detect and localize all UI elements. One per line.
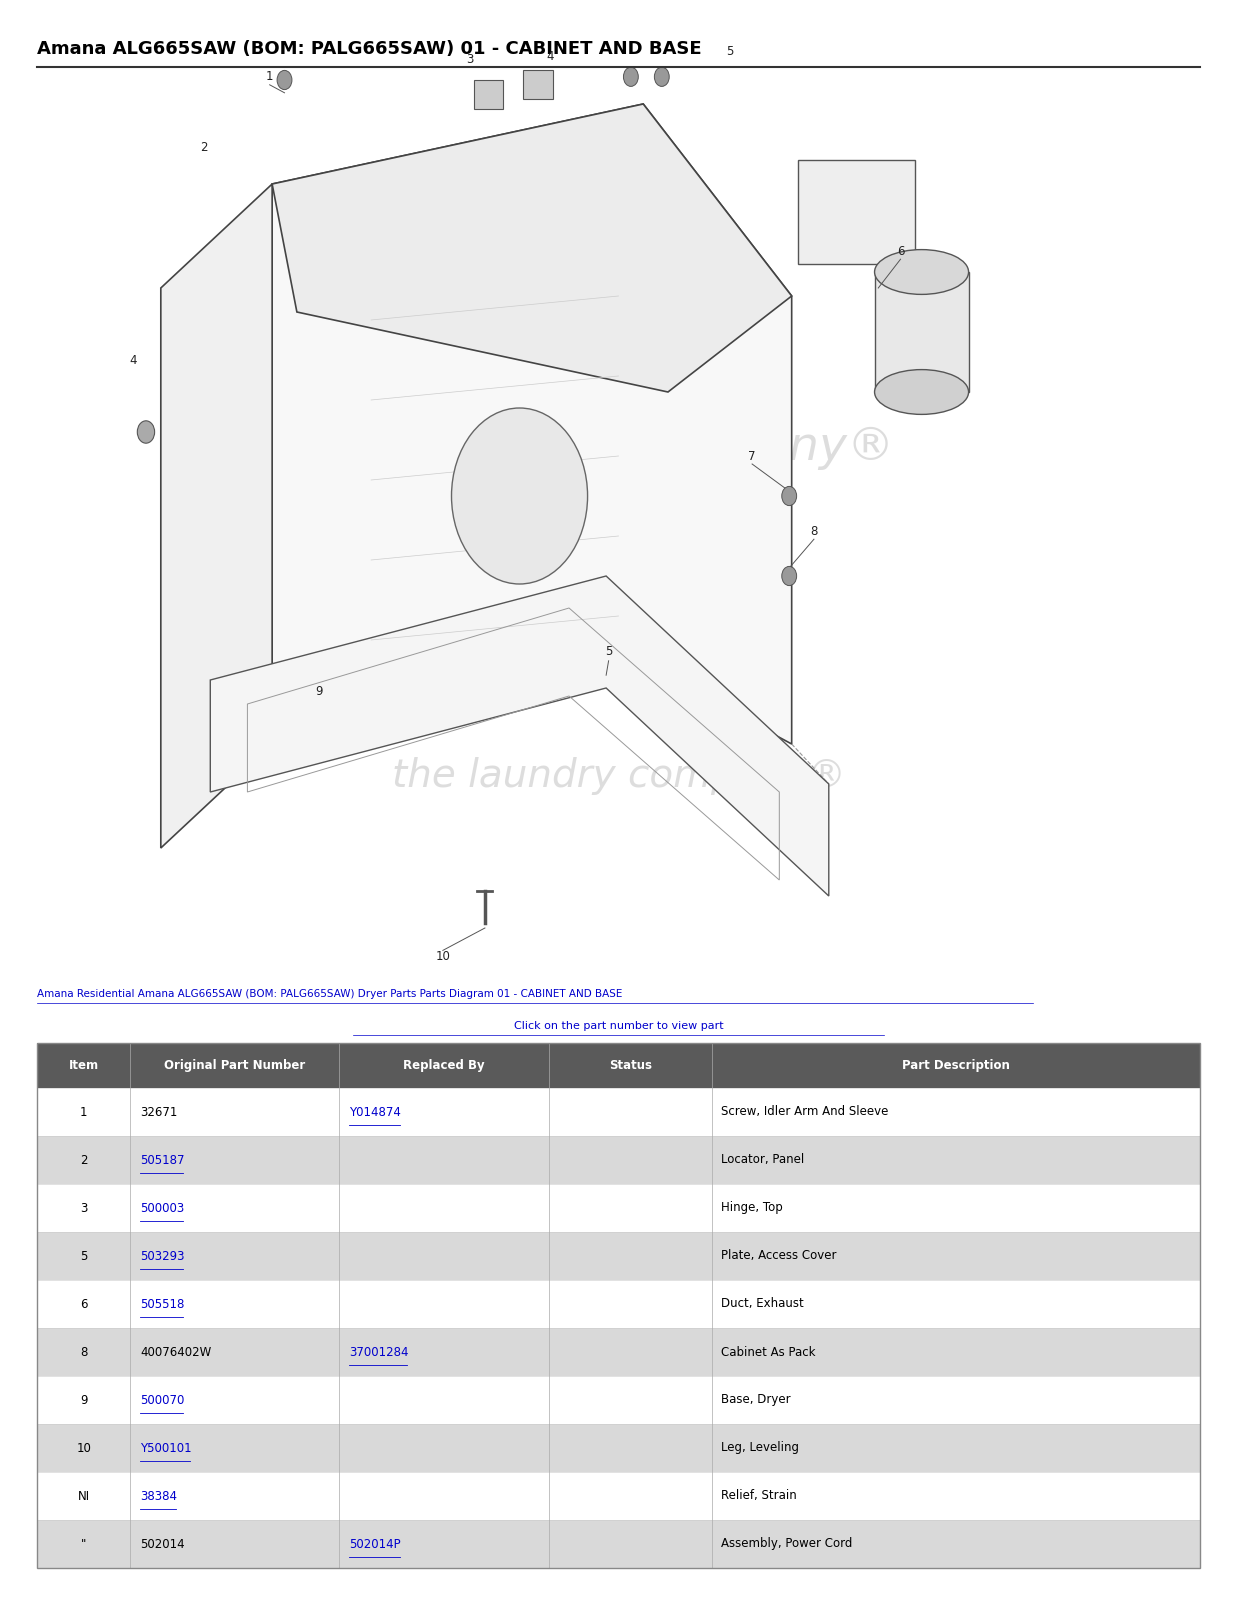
Text: ": " <box>80 1538 87 1550</box>
Text: 10: 10 <box>77 1442 92 1454</box>
Circle shape <box>654 67 669 86</box>
Text: Duct, Exhaust: Duct, Exhaust <box>721 1298 804 1310</box>
Text: Base, Dryer: Base, Dryer <box>721 1394 790 1406</box>
Text: 500070: 500070 <box>140 1394 184 1406</box>
FancyBboxPatch shape <box>37 1424 1200 1472</box>
Text: 5: 5 <box>726 45 734 58</box>
Text: Original Part Number: Original Part Number <box>165 1059 306 1072</box>
Text: Part Description: Part Description <box>902 1059 1009 1072</box>
Text: 502014P: 502014P <box>349 1538 401 1550</box>
Text: 37001284: 37001284 <box>349 1346 409 1358</box>
Circle shape <box>452 408 588 584</box>
Text: 2: 2 <box>80 1154 88 1166</box>
FancyBboxPatch shape <box>37 1088 1200 1136</box>
Text: 503293: 503293 <box>140 1250 184 1262</box>
Polygon shape <box>272 104 792 744</box>
Text: 32671: 32671 <box>140 1106 177 1118</box>
Text: 8: 8 <box>810 525 818 538</box>
Circle shape <box>623 67 638 86</box>
Text: 502014: 502014 <box>140 1538 184 1550</box>
Bar <box>474 80 503 109</box>
Polygon shape <box>210 576 829 896</box>
FancyBboxPatch shape <box>37 1136 1200 1184</box>
Text: 3: 3 <box>80 1202 88 1214</box>
FancyBboxPatch shape <box>37 1232 1200 1280</box>
Text: 40076402W: 40076402W <box>140 1346 212 1358</box>
Text: 8: 8 <box>80 1346 88 1358</box>
Text: 9: 9 <box>80 1394 88 1406</box>
FancyBboxPatch shape <box>37 1043 1200 1088</box>
Circle shape <box>782 486 797 506</box>
Text: Screw, Idler Arm And Sleeve: Screw, Idler Arm And Sleeve <box>721 1106 889 1118</box>
Text: NI: NI <box>78 1490 90 1502</box>
Text: Status: Status <box>609 1059 652 1072</box>
Text: 4: 4 <box>547 50 554 62</box>
Text: Y500101: Y500101 <box>140 1442 192 1454</box>
Polygon shape <box>798 160 915 264</box>
Ellipse shape <box>875 370 969 414</box>
Text: Cabinet As Pack: Cabinet As Pack <box>721 1346 816 1358</box>
FancyBboxPatch shape <box>37 1184 1200 1232</box>
Text: 5: 5 <box>80 1250 88 1262</box>
FancyBboxPatch shape <box>37 1376 1200 1424</box>
Text: 7: 7 <box>748 450 756 462</box>
Text: Hinge, Top: Hinge, Top <box>721 1202 783 1214</box>
Text: Leg, Leveling: Leg, Leveling <box>721 1442 799 1454</box>
FancyBboxPatch shape <box>37 1520 1200 1568</box>
Circle shape <box>782 566 797 586</box>
Bar <box>523 70 553 99</box>
Text: 5: 5 <box>605 645 612 658</box>
Text: the laundry company®: the laundry company® <box>391 757 846 795</box>
Text: Amana Residential Amana ALG665SAW (BOM: PALG665SAW) Dryer Parts Parts Diagram 01: Amana Residential Amana ALG665SAW (BOM: … <box>37 989 622 998</box>
FancyBboxPatch shape <box>37 1472 1200 1520</box>
Text: 9: 9 <box>315 685 323 698</box>
Text: Locator, Panel: Locator, Panel <box>721 1154 804 1166</box>
Circle shape <box>277 70 292 90</box>
FancyBboxPatch shape <box>37 1280 1200 1328</box>
Text: 505518: 505518 <box>140 1298 184 1310</box>
Text: Relief, Strain: Relief, Strain <box>721 1490 797 1502</box>
Text: Replaced By: Replaced By <box>403 1059 485 1072</box>
Text: 1: 1 <box>266 70 273 83</box>
Text: 3: 3 <box>466 53 474 66</box>
Text: Assembly, Power Cord: Assembly, Power Cord <box>721 1538 852 1550</box>
Text: Y014874: Y014874 <box>349 1106 401 1118</box>
Text: 6: 6 <box>897 245 904 258</box>
FancyBboxPatch shape <box>37 1328 1200 1376</box>
Text: Item: Item <box>68 1059 99 1072</box>
Text: 500003: 500003 <box>140 1202 184 1214</box>
Text: Click on the part number to view part: Click on the part number to view part <box>513 1021 724 1030</box>
Circle shape <box>137 421 155 443</box>
Polygon shape <box>875 272 969 392</box>
Text: Plate, Access Cover: Plate, Access Cover <box>721 1250 837 1262</box>
Text: 4: 4 <box>130 354 137 366</box>
Text: the laundry company®: the laundry company® <box>343 426 894 470</box>
Text: 505187: 505187 <box>140 1154 184 1166</box>
Text: 1: 1 <box>80 1106 88 1118</box>
Text: 10: 10 <box>435 950 450 963</box>
Text: 2: 2 <box>200 141 208 154</box>
Polygon shape <box>272 104 792 392</box>
Text: 6: 6 <box>80 1298 88 1310</box>
Ellipse shape <box>875 250 969 294</box>
Polygon shape <box>161 184 272 848</box>
Text: 38384: 38384 <box>140 1490 177 1502</box>
Text: Amana ALG665SAW (BOM: PALG665SAW) 01 - CABINET AND BASE: Amana ALG665SAW (BOM: PALG665SAW) 01 - C… <box>37 40 701 58</box>
